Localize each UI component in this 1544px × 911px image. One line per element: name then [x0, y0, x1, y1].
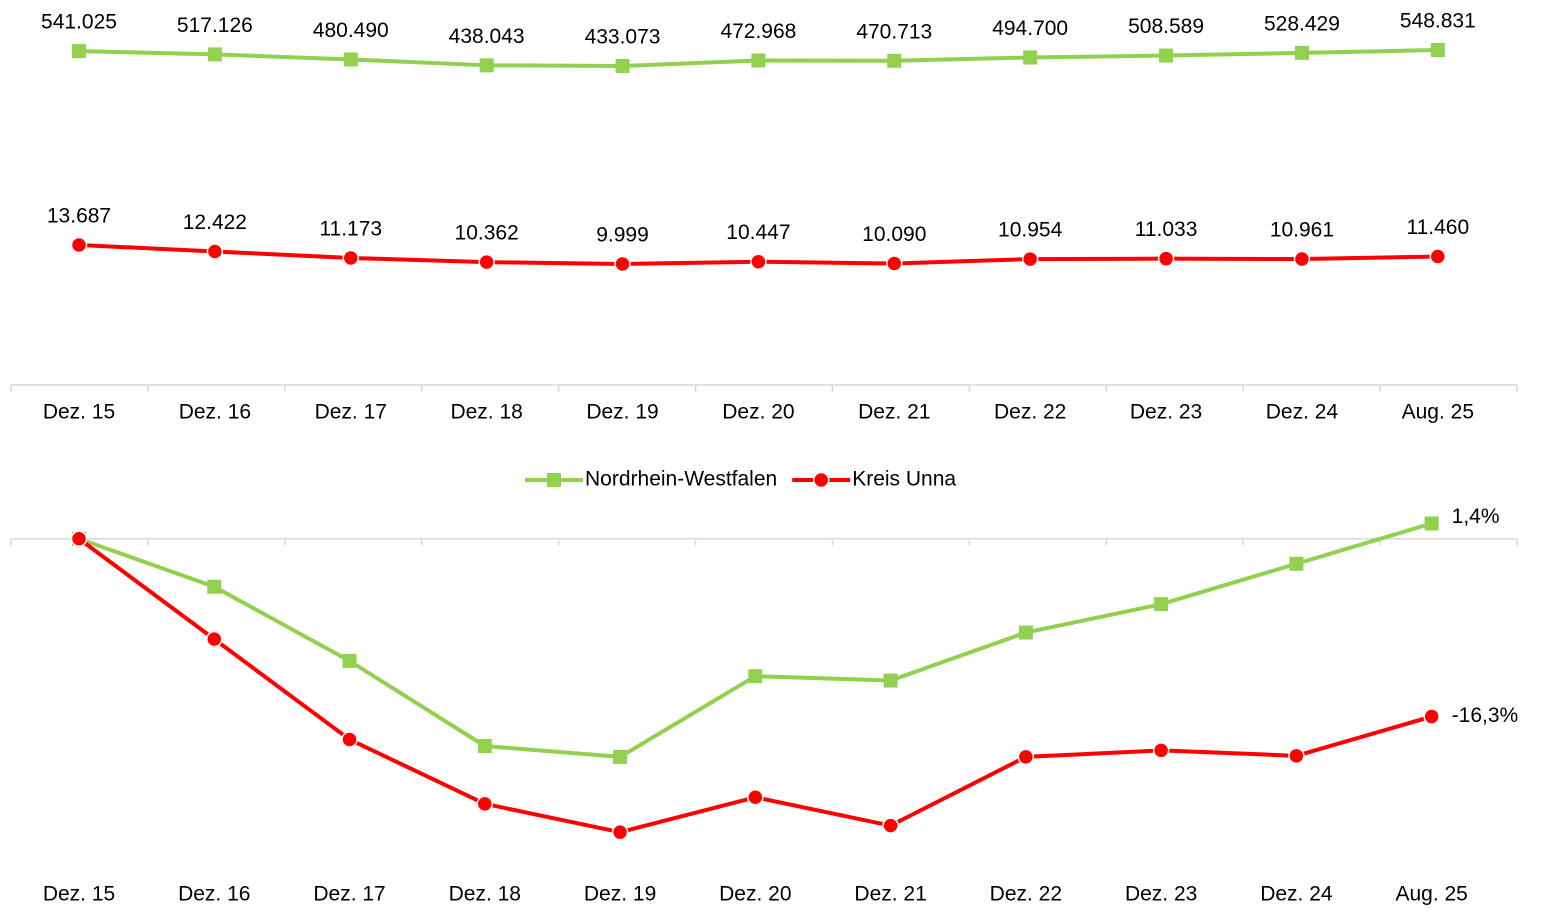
x-tick-label: Dez. 24	[1266, 401, 1339, 424]
x-tick-label: Dez. 22	[994, 401, 1066, 424]
data-label: 10.447	[726, 221, 790, 244]
data-label: 11.033	[1135, 218, 1198, 241]
data-label: 433.073	[585, 26, 661, 49]
marker	[1424, 516, 1439, 531]
marker	[886, 255, 903, 272]
data-label: 470.713	[856, 20, 932, 43]
marker	[615, 59, 630, 73]
marker	[1152, 742, 1170, 759]
data-label: 9.999	[596, 224, 649, 247]
data-label: 11.173	[319, 217, 382, 240]
x-tick-label: Dez. 19	[586, 401, 658, 424]
x-tick-label: Aug. 25	[1395, 883, 1467, 906]
marker	[342, 249, 360, 267]
marker	[1157, 250, 1175, 267]
data-label: 480.490	[313, 19, 389, 42]
data-label: 11.460	[1406, 216, 1469, 239]
x-tick-label: Dez. 24	[1260, 883, 1333, 906]
data-label: 10.961	[1270, 219, 1334, 242]
data-label: 517.126	[177, 14, 253, 37]
marker	[1423, 708, 1440, 725]
data-label: 10.954	[998, 219, 1063, 242]
data-label: 12.422	[183, 211, 247, 234]
marker	[478, 253, 495, 271]
marker	[479, 58, 494, 73]
x-tick-label: Dez. 18	[450, 401, 522, 424]
marker	[1288, 747, 1305, 765]
marker	[342, 653, 357, 668]
x-tick-label: Dez. 20	[719, 883, 791, 906]
marker	[1289, 556, 1304, 571]
x-tick-label: Dez. 21	[854, 883, 926, 906]
x-tick-label: Dez. 18	[449, 883, 521, 906]
x-tick-label: Dez. 23	[1130, 401, 1202, 424]
marker	[611, 823, 629, 841]
marker	[1429, 248, 1447, 265]
x-tick-label: Dez. 15	[43, 401, 115, 424]
x-tick-label: Dez. 17	[313, 883, 385, 906]
marker	[206, 630, 223, 648]
marker	[1023, 50, 1038, 65]
data-label: 10.362	[455, 222, 519, 245]
marker	[613, 749, 628, 764]
marker	[1021, 250, 1039, 268]
legend-label: Kreis Unna	[852, 468, 956, 491]
marker	[614, 255, 631, 273]
x-tick-label: Dez. 15	[43, 883, 115, 906]
marker	[206, 243, 224, 260]
data-label: 472.968	[720, 20, 796, 43]
data-label: 1,4%	[1452, 505, 1500, 528]
marker	[70, 530, 88, 547]
x-tick-label: Dez. 19	[584, 883, 656, 906]
marker	[341, 731, 358, 748]
data-label: 541.025	[41, 11, 117, 34]
marker	[751, 53, 766, 68]
marker	[747, 789, 764, 806]
marker	[750, 253, 767, 270]
marker	[748, 669, 763, 684]
marker	[207, 579, 222, 594]
marker	[812, 471, 830, 489]
marker	[883, 673, 898, 688]
marker	[477, 739, 492, 753]
x-tick-label: Dez. 17	[315, 401, 387, 424]
marker	[1293, 250, 1311, 268]
x-tick-label: Aug. 25	[1402, 401, 1474, 424]
x-tick-label: Dez. 23	[1125, 883, 1197, 906]
data-label: 548.831	[1400, 10, 1476, 33]
marker	[70, 236, 88, 254]
data-label: 13.687	[47, 205, 111, 228]
data-label: 528.429	[1264, 12, 1340, 35]
series-line	[78, 521, 1433, 759]
marker	[1159, 48, 1174, 63]
legend-label: Nordrhein-Westfalen	[585, 468, 777, 491]
x-tick-label: Dez. 20	[722, 401, 794, 424]
data-label: 508.589	[1128, 15, 1204, 38]
marker	[1294, 45, 1309, 60]
marker	[476, 795, 494, 813]
marker	[207, 47, 222, 62]
marker	[887, 53, 902, 68]
x-tick-label: Dez. 21	[858, 401, 930, 424]
data-label: 438.043	[449, 25, 525, 48]
marker	[343, 52, 358, 67]
marker	[1017, 748, 1035, 766]
marker	[547, 473, 561, 487]
marker	[1154, 597, 1169, 612]
marker	[1018, 625, 1033, 640]
marker	[882, 817, 899, 834]
x-tick-label: Dez. 16	[178, 883, 250, 906]
marker	[1430, 43, 1445, 57]
data-label: 494.700	[992, 17, 1068, 40]
data-label: -16,3%	[1452, 704, 1519, 727]
x-tick-label: Dez. 16	[179, 401, 251, 424]
data-label: 10.090	[862, 223, 926, 246]
marker	[72, 44, 86, 59]
x-tick-label: Dez. 22	[990, 883, 1062, 906]
